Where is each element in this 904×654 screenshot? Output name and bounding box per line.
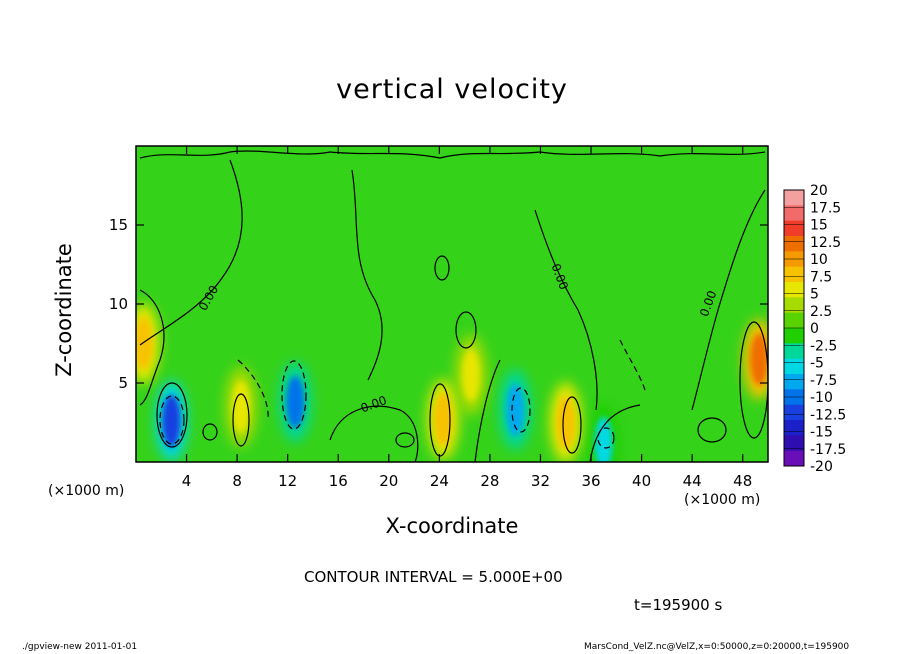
chart-title: vertical velocity <box>336 74 568 105</box>
contour-lines <box>139 150 768 462</box>
y-tick-label: 15 <box>109 216 128 234</box>
colorbar-label: -20 <box>810 459 833 475</box>
contour-line <box>455 311 477 349</box>
colorbar-label: -15 <box>810 425 833 441</box>
colorbar-segment <box>784 205 804 222</box>
colorbar-label: 20 <box>810 183 828 199</box>
field-core <box>461 349 480 402</box>
colorbar-label: 12.5 <box>810 235 841 251</box>
negative-contour-line <box>159 395 185 445</box>
footer-right: MarsCond_VelZ.nc@VelZ,x=0:50000,z=0:2000… <box>584 642 850 652</box>
colorbar-segment <box>784 343 804 360</box>
colorbar-segment <box>784 435 804 452</box>
contour-line <box>139 289 165 406</box>
field-core <box>231 380 250 433</box>
colorbar-segment <box>784 190 804 206</box>
colorbar-label: -10 <box>810 390 833 406</box>
x-tick-label: 44 <box>683 472 702 490</box>
negative-contour-line <box>597 427 615 449</box>
contour-line <box>351 169 383 381</box>
contour-interval-label: CONTOUR INTERVAL = 5.000E+00 <box>304 568 563 586</box>
colorbar-label: 0 <box>810 321 819 337</box>
x-unit-label-left: (×1000 m) <box>48 483 125 499</box>
colorbar-label: 2.5 <box>810 304 832 320</box>
colorbar-segment <box>784 220 804 237</box>
field-core <box>434 393 453 446</box>
field-core <box>162 394 181 447</box>
contour-line <box>434 255 450 281</box>
colorbar-label: -12.5 <box>810 407 846 423</box>
x-tick-label: 40 <box>632 472 651 490</box>
field-core <box>556 396 575 449</box>
footer-left: ./gpview-new 2011-01-01 <box>22 642 138 652</box>
colorbar-label: 17.5 <box>810 200 841 216</box>
negative-contour-line <box>281 360 307 430</box>
contour-line <box>739 321 768 439</box>
contour-line <box>395 432 415 448</box>
contour-line <box>202 423 218 441</box>
x-tick-label: 4 <box>182 472 192 490</box>
contour-line <box>232 393 250 447</box>
colorbar-segment <box>784 450 804 467</box>
colorbar-segment <box>784 266 804 283</box>
x-tick-label: 8 <box>232 472 242 490</box>
colorbar-segment <box>784 374 804 390</box>
contour-line <box>474 359 501 462</box>
x-tick-label: 48 <box>733 472 752 490</box>
time-label: t=195900 s <box>634 596 723 614</box>
colorbar-segment <box>784 312 804 329</box>
colorbar-label: 7.5 <box>810 269 832 285</box>
colorbar-segment <box>784 358 804 375</box>
x-tick-label: 36 <box>581 472 600 490</box>
colorbar-segment <box>784 297 804 314</box>
x-tick-label: 20 <box>379 472 398 490</box>
colorbar-segment <box>784 236 804 252</box>
x-axis-label-text: X-coordinate <box>385 514 519 538</box>
field-core <box>594 417 613 462</box>
negative-contour-line <box>511 387 531 433</box>
negative-contour-lines <box>159 339 646 449</box>
field-core <box>136 317 153 370</box>
contour-line <box>691 189 766 411</box>
contour-line <box>329 405 419 462</box>
x-tick-label: 32 <box>531 472 550 490</box>
x-tick-label: 24 <box>430 472 449 490</box>
colorbar-label: -5 <box>810 356 824 372</box>
colorbar-label: 5 <box>810 287 819 303</box>
contour-line <box>589 404 641 462</box>
x-axis-label: X-coordinate <box>0 514 904 538</box>
negative-contour-line <box>237 359 269 421</box>
colorbar-label: 10 <box>810 252 828 268</box>
colorbar-label: -2.5 <box>810 338 837 354</box>
field-core <box>506 383 525 436</box>
colorbar-segment <box>784 404 804 421</box>
x-tick-label: 28 <box>480 472 499 490</box>
contour-line <box>534 209 598 411</box>
x-tick-label: 16 <box>329 472 348 490</box>
contour-line <box>429 383 451 457</box>
colorbar-segment <box>784 282 804 298</box>
contour-line <box>697 417 727 443</box>
contour-line <box>562 396 582 454</box>
colorbar-label: -17.5 <box>810 442 846 458</box>
y-tick-label: 5 <box>118 374 128 392</box>
negative-contour-line <box>619 339 646 391</box>
colorbar-segment <box>784 328 804 344</box>
field-core <box>286 375 305 428</box>
x-unit-label-right: (×1000 m) <box>684 492 761 508</box>
contour-line <box>156 382 188 448</box>
field-core <box>750 333 768 386</box>
colorbar-label: 15 <box>810 218 828 234</box>
y-tick-label: 10 <box>109 295 128 313</box>
colorbar-segment <box>784 420 804 436</box>
x-tick-label: 12 <box>278 472 297 490</box>
colorbar-label: -7.5 <box>810 373 837 389</box>
contour-line <box>139 150 766 159</box>
